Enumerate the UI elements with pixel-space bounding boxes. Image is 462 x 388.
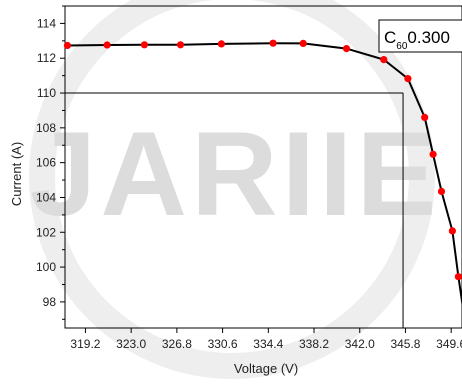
series-line [67,42,462,308]
data-point [342,45,351,53]
y-tick-label: 112 [37,51,56,65]
y-tick-label: 102 [36,225,56,239]
plot-frame [64,5,462,329]
x-tick-label: 319.2 [70,337,100,351]
legend-subscript: 60 [396,41,408,52]
legend-label: C600.300 [384,28,450,52]
y-tick-label: 108 [36,121,56,135]
data-point [299,39,307,48]
data-point [217,40,225,48]
reference-lines [65,92,404,328]
y-tick-label: 114 [37,16,56,30]
axis-ticks: 319.2 323.0 326.8 330.6 334.4 338.2 342.0 345.8… [36,5,462,351]
y-tick-label: 98 [43,295,57,309]
x-tick-label: 338.2 [299,337,329,351]
data-point [103,41,111,49]
data-point [437,187,446,195]
series-layer [67,42,462,308]
x-tick-label: 323.0 [116,337,146,351]
y-tick-label: 110 [37,86,56,100]
legend-main: C [384,28,396,47]
data-point [421,113,429,121]
x-axis-title: Voltage (V) [234,361,298,376]
data-point [140,41,148,49]
watermark: JARIIE [29,0,441,379]
data-point [404,75,412,83]
data-point [429,150,437,158]
legend-box [378,19,462,53]
y-tick-label: 100 [36,260,56,274]
y-axis-title: Current (A) [9,142,24,206]
x-tick-label: 349.6 [436,337,462,351]
watermark-logo-text: JARIIE [30,107,441,241]
x-tick-label: 330.6 [208,337,238,351]
legend-value: 0.300 [407,28,450,47]
data-point [454,273,462,281]
data-points [63,39,462,281]
y-tick-label: 104 [36,190,56,204]
x-tick-label: 334.4 [253,337,283,351]
data-point [269,39,277,47]
y-tick-label: 106 [36,156,56,170]
legend: C600.300 [378,19,462,53]
data-point [176,41,185,49]
x-tick-label: 342.0 [345,337,375,351]
data-point [380,56,388,64]
data-point [63,41,71,50]
data-point [448,227,456,235]
x-tick-label: 326.8 [162,337,192,351]
x-tick-label: 345.8 [390,337,420,351]
